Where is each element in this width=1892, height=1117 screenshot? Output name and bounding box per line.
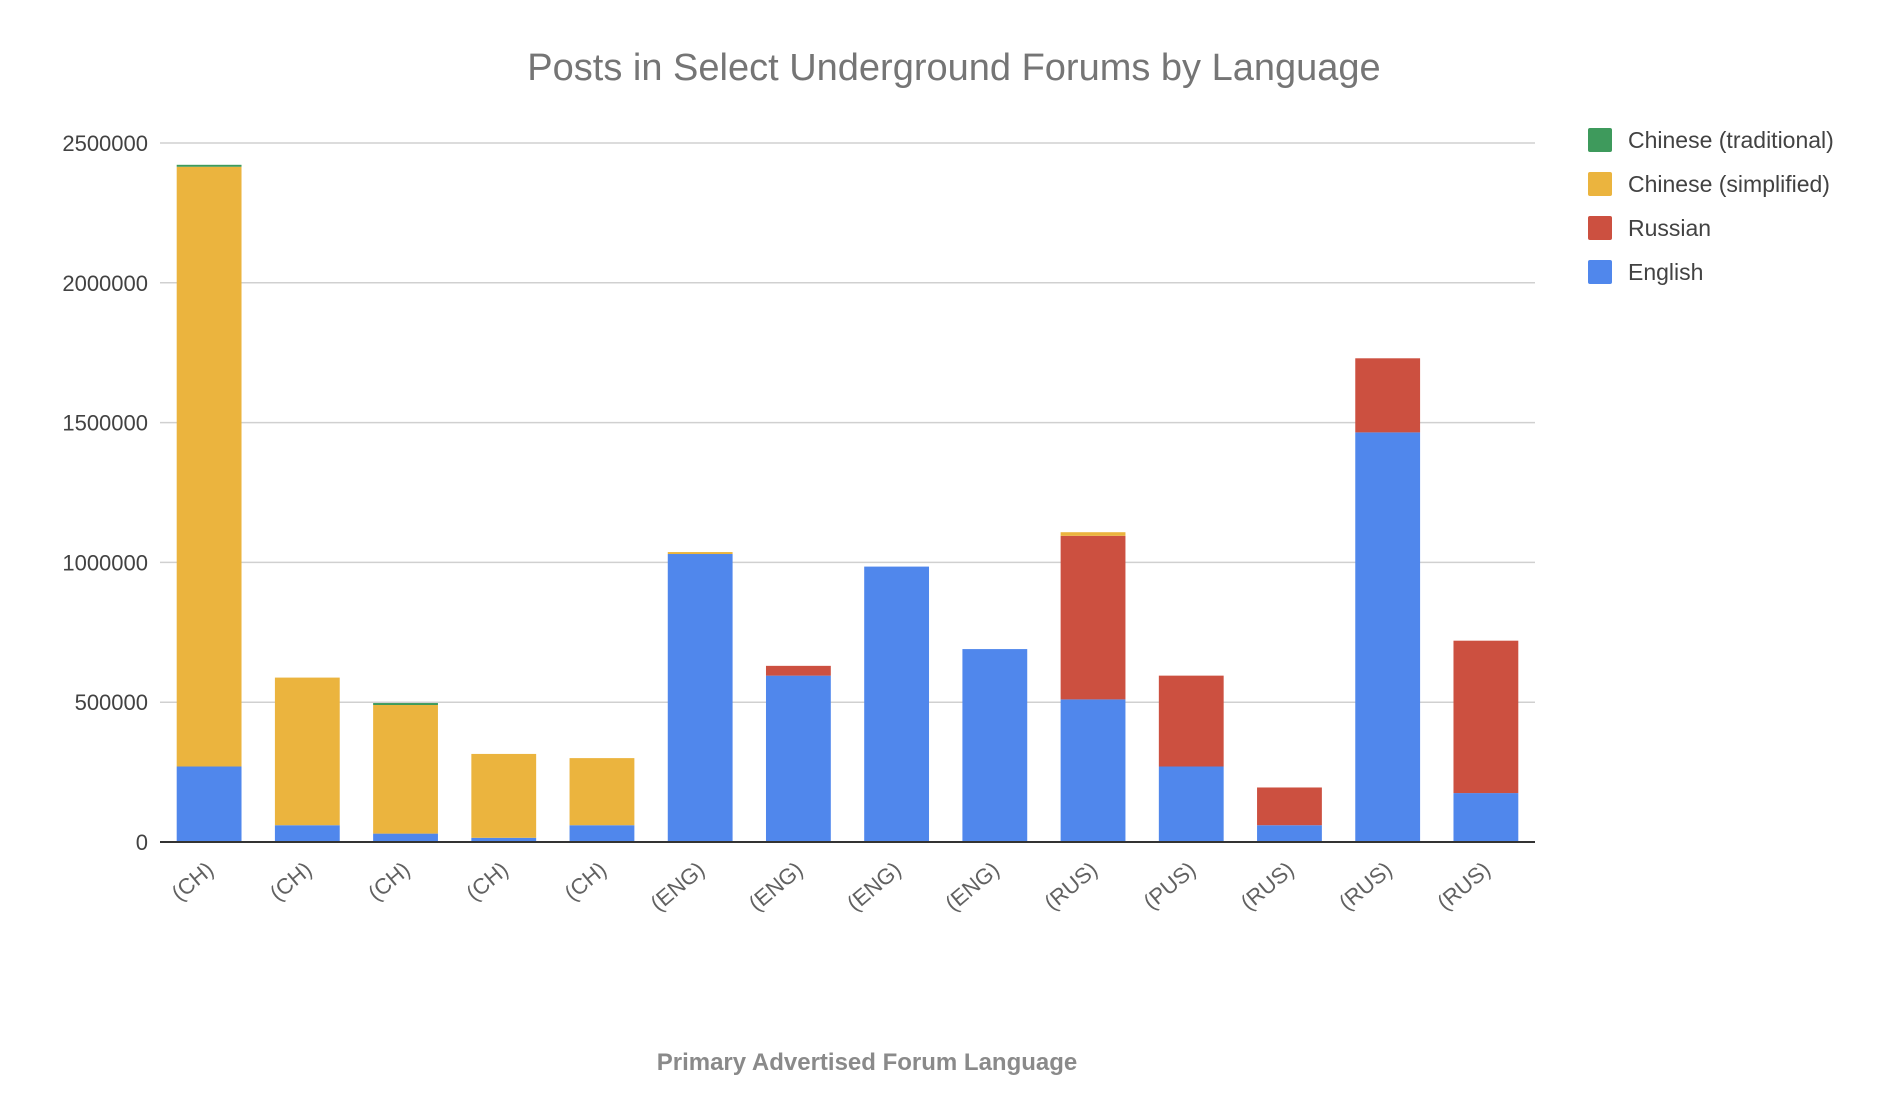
x-tick-label: (RUS) xyxy=(1334,857,1397,915)
bar-segment-russian xyxy=(1453,640,1519,794)
x-axis-ticks: (CH) (CH) (CH) (CH) (CH) (ENG) (ENG) (ENG) (ENG)… xyxy=(167,857,1495,916)
x-tick-label: (CH) xyxy=(461,857,513,906)
bar-segment-chinese-simplified xyxy=(471,753,537,838)
x-tick-label: (CH) xyxy=(265,857,317,906)
bar-segment-chinese-simplified xyxy=(176,166,242,767)
y-tick-label: 2000000 xyxy=(62,271,148,296)
bar-segment-english xyxy=(667,554,733,842)
bar-segment-chinese-traditional xyxy=(176,164,242,167)
bar-segment-russian xyxy=(765,665,831,676)
x-tick-label: (ENG) xyxy=(940,857,1004,916)
x-tick-label: (ENG) xyxy=(646,857,710,916)
bar-segment-russian xyxy=(1060,535,1126,700)
legend-label: English xyxy=(1628,259,1703,285)
y-tick-label: 1500000 xyxy=(62,411,148,436)
bar-segment-english xyxy=(864,566,930,842)
bar-segment-english xyxy=(1453,793,1519,842)
y-tick-label: 1000000 xyxy=(62,550,148,575)
x-tick-label: (ENG) xyxy=(842,857,906,916)
x-tick-label: (RUS) xyxy=(1039,857,1102,915)
legend-label: Russian xyxy=(1628,215,1711,241)
bar-segment-russian xyxy=(1158,675,1224,767)
legend-swatch xyxy=(1588,260,1612,284)
y-tick-label: 0 xyxy=(136,830,148,855)
bar-segment-chinese-simplified xyxy=(569,758,635,826)
bar-segment-english xyxy=(274,825,340,842)
legend-swatch xyxy=(1588,128,1612,152)
bar-segment-english xyxy=(471,837,537,842)
bar-segment-english xyxy=(1355,432,1421,842)
x-tick-label: (CH) xyxy=(167,857,219,906)
bar-segment-english xyxy=(1060,699,1126,842)
y-tick-label: 500000 xyxy=(75,690,148,715)
bar-segment-english xyxy=(1158,766,1224,842)
y-tick-label: 2500000 xyxy=(62,131,148,156)
bar-segment-chinese-simplified xyxy=(373,704,438,834)
x-axis-label: Primary Advertised Forum Language xyxy=(657,1049,1078,1076)
legend-swatch xyxy=(1588,172,1612,196)
legend-label: Chinese (simplified) xyxy=(1628,171,1830,197)
bar-segment-chinese-simplified xyxy=(274,677,340,826)
bar-segment-english xyxy=(765,675,831,842)
legend-swatch xyxy=(1588,216,1612,240)
gridlines xyxy=(160,142,1535,703)
bar-segment-english xyxy=(962,649,1028,842)
bar-segment-chinese-simplified xyxy=(1060,532,1126,536)
bar-segment-english xyxy=(1257,825,1322,842)
legend-label: Chinese (traditional) xyxy=(1628,127,1834,153)
x-tick-label: (RUS) xyxy=(1432,857,1495,915)
legend: Chinese (traditional) Chinese (simplified… xyxy=(1588,127,1834,285)
bar-segment-russian xyxy=(1355,358,1421,433)
bar-segment-english xyxy=(176,766,242,842)
bars xyxy=(176,164,1519,842)
bar-segment-english xyxy=(373,833,438,842)
x-tick-label: (RUS) xyxy=(1236,857,1299,915)
chart-title: Posts in Select Underground Forums by La… xyxy=(527,47,1380,89)
bar-segment-russian xyxy=(1257,787,1322,826)
x-tick-label: (PUS) xyxy=(1139,857,1201,915)
x-tick-label: (ENG) xyxy=(744,857,808,916)
y-axis-ticks: 0 500000 1000000 1500000 2000000 2500000 xyxy=(62,131,148,855)
x-tick-label: (CH) xyxy=(560,857,612,906)
x-tick-label: (CH) xyxy=(363,857,415,906)
bar-segment-chinese-simplified xyxy=(667,552,733,555)
bar-segment-english xyxy=(569,825,635,842)
bar-segment-chinese-traditional xyxy=(373,703,438,705)
